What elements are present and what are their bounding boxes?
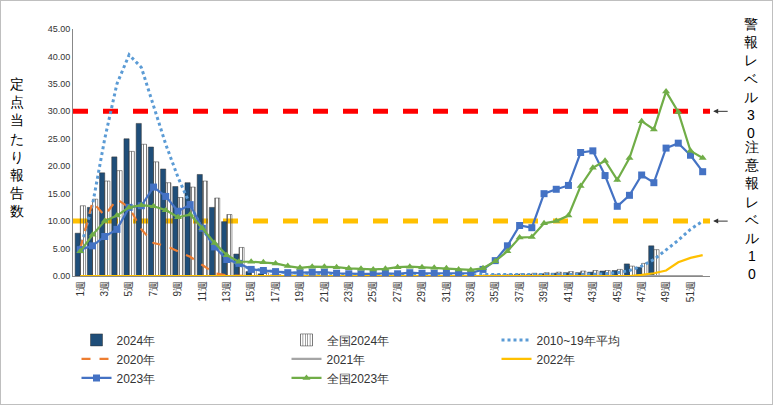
svg-text:1週: 1週 xyxy=(75,281,86,297)
svg-text:17週: 17週 xyxy=(270,281,281,302)
svg-text:5週: 5週 xyxy=(123,281,134,297)
svg-text:2023年: 2023年 xyxy=(117,372,156,386)
svg-text:2010~19年平均: 2010~19年平均 xyxy=(537,334,620,348)
svg-text:20.00: 20.00 xyxy=(48,161,71,171)
svg-text:21週: 21週 xyxy=(319,281,330,302)
svg-text:37週: 37週 xyxy=(514,281,525,302)
svg-text:注意報レベル10: 注意報レベル10 xyxy=(744,139,759,282)
svg-text:3週: 3週 xyxy=(99,281,110,297)
svg-text:25週: 25週 xyxy=(367,281,378,302)
svg-text:35週: 35週 xyxy=(489,281,500,302)
svg-text:51週: 51週 xyxy=(685,281,696,302)
svg-text:5.00: 5.00 xyxy=(53,244,71,254)
svg-text:49週: 49週 xyxy=(660,281,671,302)
svg-text:23週: 23週 xyxy=(343,281,354,302)
svg-text:2022年: 2022年 xyxy=(537,353,576,367)
svg-text:9週: 9週 xyxy=(172,281,183,297)
svg-text:11週: 11週 xyxy=(197,281,208,301)
svg-text:15週: 15週 xyxy=(245,281,256,302)
svg-text:15.00: 15.00 xyxy=(48,189,71,199)
svg-text:2020年: 2020年 xyxy=(117,353,156,367)
svg-text:7週: 7週 xyxy=(148,281,159,297)
svg-text:35.00: 35.00 xyxy=(48,79,71,89)
svg-text:定点当たり報告数: 定点当たり報告数 xyxy=(10,76,24,219)
svg-text:47週: 47週 xyxy=(636,281,647,302)
svg-text:39週: 39週 xyxy=(538,281,549,302)
svg-text:2021年: 2021年 xyxy=(327,353,366,367)
svg-text:40.00: 40.00 xyxy=(48,52,71,62)
svg-text:0.00: 0.00 xyxy=(53,271,71,281)
svg-text:19週: 19週 xyxy=(294,281,305,302)
svg-text:45.00: 45.00 xyxy=(48,24,71,34)
svg-text:2024年: 2024年 xyxy=(117,334,156,348)
svg-text:31週: 31週 xyxy=(441,281,452,302)
svg-text:全国2023年: 全国2023年 xyxy=(327,372,390,386)
svg-text:警報レベル30: 警報レベル30 xyxy=(744,16,758,141)
svg-text:41週: 41週 xyxy=(563,281,574,302)
svg-text:全国2024年: 全国2024年 xyxy=(327,334,390,348)
svg-text:27週: 27週 xyxy=(392,281,403,302)
svg-text:45週: 45週 xyxy=(612,281,623,302)
svg-text:10.00: 10.00 xyxy=(48,216,71,226)
svg-text:30.00: 30.00 xyxy=(48,106,71,116)
svg-text:33週: 33週 xyxy=(465,281,476,302)
svg-text:25.00: 25.00 xyxy=(48,134,71,144)
svg-text:43週: 43週 xyxy=(587,281,598,302)
svg-text:29週: 29週 xyxy=(416,281,427,302)
svg-text:13週: 13週 xyxy=(221,281,232,302)
